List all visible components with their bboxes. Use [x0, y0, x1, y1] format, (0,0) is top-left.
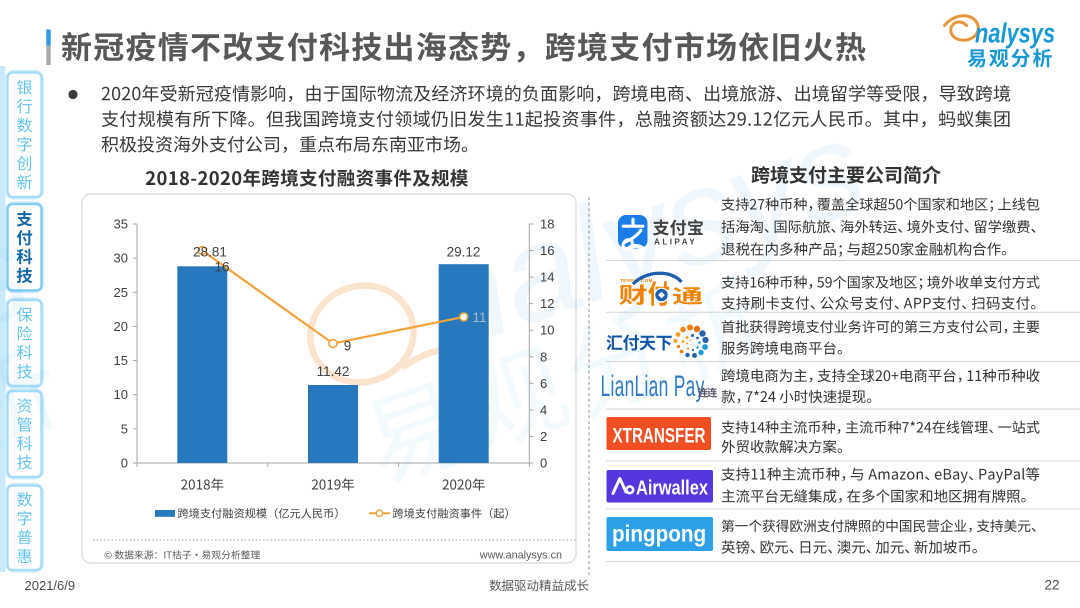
svg-text:25: 25: [114, 285, 128, 300]
svg-text:16: 16: [540, 243, 554, 258]
svg-text:16: 16: [214, 260, 229, 275]
svg-text:18: 18: [540, 216, 554, 231]
svg-text:4: 4: [540, 402, 547, 417]
svg-text:5: 5: [121, 421, 128, 436]
svg-text:8: 8: [540, 349, 547, 364]
svg-text:10: 10: [540, 323, 554, 338]
svg-text:LianLian Pay: LianLian Pay: [601, 370, 705, 403]
svg-text:XTRANSFER: XTRANSFER: [613, 425, 706, 448]
svg-text:20: 20: [114, 319, 128, 334]
svg-text:12: 12: [540, 296, 554, 311]
svg-text:28.81: 28.81: [193, 245, 227, 260]
svg-text:30: 30: [114, 251, 128, 266]
svg-text:29.12: 29.12: [447, 245, 481, 260]
svg-text:6: 6: [540, 376, 547, 391]
svg-text:ALIPAY: ALIPAY: [654, 238, 697, 247]
svg-text:www.analysys.cn: www.analysys.cn: [479, 550, 562, 562]
svg-text:pingpong: pingpong: [612, 520, 706, 547]
svg-text:0: 0: [121, 456, 128, 471]
svg-text:22: 22: [1044, 578, 1059, 593]
svg-text:2021/6/9: 2021/6/9: [25, 578, 76, 593]
svg-text:10: 10: [114, 387, 128, 402]
svg-text:nalysys: nalysys: [975, 18, 1055, 49]
svg-text:Airwallex: Airwallex: [636, 476, 709, 499]
svg-text:35: 35: [114, 216, 128, 231]
svg-text:0: 0: [540, 456, 547, 471]
svg-text:11: 11: [472, 310, 486, 325]
svg-text:15: 15: [114, 353, 128, 368]
svg-text:2: 2: [540, 429, 547, 444]
svg-text:14: 14: [540, 270, 554, 285]
svg-text:9: 9: [344, 339, 352, 354]
svg-text:11.42: 11.42: [317, 364, 350, 379]
